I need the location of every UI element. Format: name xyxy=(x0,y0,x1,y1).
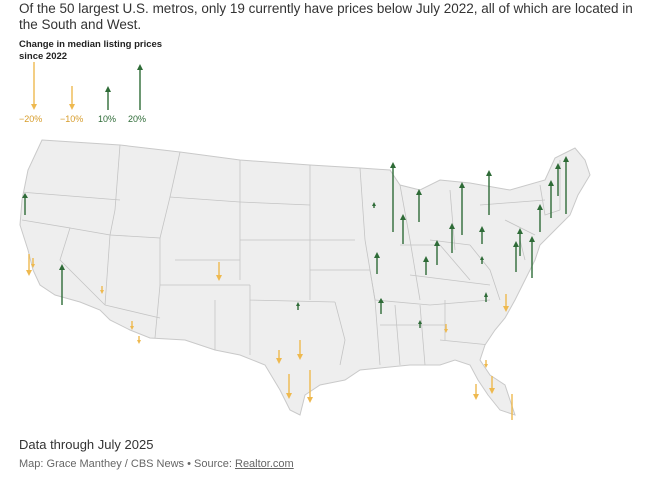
metro-arrow xyxy=(513,241,519,272)
metro-arrow xyxy=(59,264,65,305)
legend-label-plus10: 10% xyxy=(98,114,117,124)
metro-arrow xyxy=(449,223,455,253)
metro-arrow xyxy=(529,236,535,278)
us-land xyxy=(19,139,591,416)
metro-arrow xyxy=(390,162,396,232)
credit-prefix: Map: Grace Manthey / CBS News • Source: xyxy=(19,458,235,470)
metro-arrow xyxy=(563,156,569,214)
metro-arrow xyxy=(372,202,376,208)
metro-arrow xyxy=(517,228,523,256)
legend-arrowhead-minus10 xyxy=(69,104,75,110)
metro-arrow xyxy=(548,180,554,218)
metro-arrow xyxy=(374,252,380,274)
metro-arrow xyxy=(434,240,440,265)
us-map xyxy=(19,139,591,420)
metro-arrow xyxy=(100,286,104,294)
metro-arrow xyxy=(307,370,313,403)
metro-arrow xyxy=(555,163,561,196)
legend-arrows xyxy=(31,62,143,110)
metro-arrow xyxy=(503,294,509,312)
metro-arrow xyxy=(216,262,222,281)
legend-arrowhead-minus20 xyxy=(31,104,37,110)
metro-arrow xyxy=(130,321,134,330)
credit-line: Map: Grace Manthey / CBS News • Source: … xyxy=(19,458,294,470)
metro-arrow xyxy=(400,214,406,244)
legend-title-line2: since 2022 xyxy=(19,51,68,62)
metro-arrow xyxy=(489,376,495,394)
metro-arrow xyxy=(416,189,422,222)
metro-arrow xyxy=(22,193,28,215)
metro-arrow xyxy=(137,336,141,344)
metro-arrow xyxy=(31,258,35,268)
metro-arrow xyxy=(484,360,488,368)
headline: Of the 50 largest U.S. metros, only 19 c… xyxy=(19,1,633,32)
legend-title-line1: Change in median listing prices xyxy=(19,39,163,50)
legend-label-minus10: −10% xyxy=(60,114,84,124)
metro-arrow xyxy=(378,298,384,314)
metro-arrow xyxy=(486,170,492,215)
legend: −20% −10% 10% 20% xyxy=(14,60,174,130)
increase-arrows xyxy=(22,156,569,328)
metro-arrow xyxy=(276,350,282,364)
metro-arrow xyxy=(459,182,465,235)
metro-arrow xyxy=(537,204,543,232)
legend-arrowhead-plus20 xyxy=(137,64,143,70)
metro-arrow xyxy=(297,340,303,360)
metro-arrow xyxy=(423,256,429,275)
state-borders xyxy=(20,144,561,366)
legend-title: Change in median listing prices since 20… xyxy=(19,39,162,63)
legend-arrowhead-plus10 xyxy=(105,86,111,92)
metro-arrow xyxy=(418,320,422,328)
metro-arrow xyxy=(480,256,484,264)
metro-arrow xyxy=(479,226,485,244)
legend-label-minus20: −20% xyxy=(19,114,43,124)
metro-arrow xyxy=(296,302,300,310)
metro-arrow xyxy=(473,384,479,400)
data-date-caption: Data through July 2025 xyxy=(19,437,154,452)
metro-arrow xyxy=(444,324,448,333)
metro-arrow xyxy=(286,374,292,399)
decrease-arrows xyxy=(26,254,513,420)
metro-arrow xyxy=(484,292,488,302)
legend-label-plus20: 20% xyxy=(128,114,147,124)
metro-arrow xyxy=(26,254,32,276)
source-link[interactable]: Realtor.com xyxy=(235,458,294,470)
